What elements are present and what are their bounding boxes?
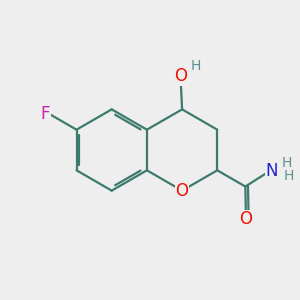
Text: N: N	[266, 162, 278, 180]
Text: H: H	[191, 59, 201, 73]
Text: O: O	[239, 211, 252, 229]
Text: O: O	[176, 182, 189, 200]
Text: O: O	[174, 67, 187, 85]
Text: F: F	[40, 105, 50, 123]
Text: H: H	[284, 169, 294, 183]
Text: H: H	[282, 156, 292, 170]
